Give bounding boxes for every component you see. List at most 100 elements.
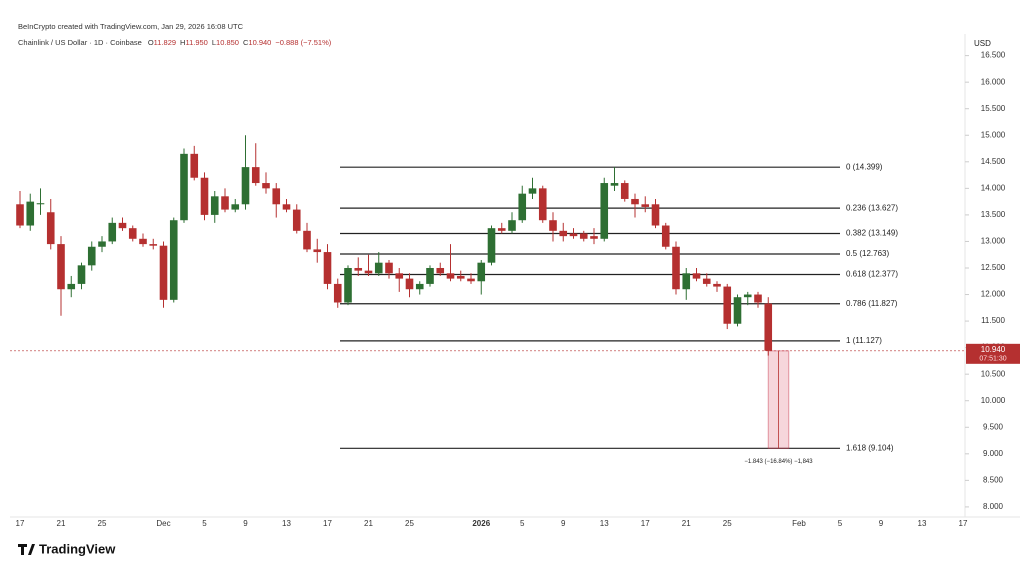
candle-body	[272, 188, 281, 205]
x-tick-label: 5	[202, 519, 207, 528]
candle-body	[282, 204, 291, 210]
candle-body	[661, 225, 670, 247]
y-tick-label: 10.000	[981, 396, 1006, 405]
candle-body	[538, 188, 547, 221]
y-tick-label: 15.000	[981, 130, 1006, 139]
candle-body	[508, 220, 516, 231]
candle-body	[292, 209, 301, 231]
x-tick-label: 25	[723, 519, 732, 528]
candle-body	[600, 183, 609, 239]
candle-body	[405, 278, 414, 290]
candle-body	[385, 262, 393, 274]
candle-body	[436, 267, 445, 274]
logo-text: TradingView	[39, 541, 116, 556]
x-tick-label: 5	[520, 519, 525, 528]
y-tick-label: 16.000	[981, 77, 1006, 86]
x-tick-label: 17	[16, 519, 25, 528]
candle-body	[446, 273, 455, 279]
price-tag-value: 10.940	[981, 345, 1006, 354]
candle-body	[631, 198, 639, 205]
candle-body	[497, 228, 506, 231]
x-tick-label: Feb	[792, 519, 806, 528]
x-tick-label: 21	[364, 519, 373, 528]
candle-body	[682, 273, 691, 290]
candle-body	[241, 167, 250, 205]
candle-body	[200, 177, 209, 215]
ohlc-value: 10.940	[248, 38, 271, 47]
candle-body	[344, 267, 352, 303]
y-tick-label: 15.500	[981, 104, 1006, 113]
fib-label: 0 (14.399)	[846, 162, 883, 171]
candle-body	[108, 222, 117, 242]
y-tick-label: 8.000	[983, 502, 1004, 511]
x-tick-label: Dec	[156, 519, 170, 528]
y-tick-label: 10.500	[981, 369, 1006, 378]
candle-body	[754, 294, 762, 303]
x-tick-label: 21	[57, 519, 66, 528]
candle-body	[180, 153, 188, 221]
candle-body	[87, 246, 96, 266]
y-tick-label: 9.000	[983, 449, 1004, 458]
fib-label: 0.236 (13.627)	[846, 203, 898, 212]
candle-body	[77, 265, 86, 284]
candle-body	[313, 249, 322, 253]
y-tick-label: 14.500	[981, 157, 1006, 166]
candle-body	[333, 283, 342, 303]
symbol: Chainlink / US Dollar · 1D · Coinbase	[18, 38, 142, 47]
candle-body	[251, 167, 260, 184]
candle-body	[67, 283, 76, 290]
ohlc-value: 10.850	[216, 38, 239, 47]
x-tick-label: 17	[959, 519, 968, 528]
candle-body	[139, 238, 147, 245]
logo: TradingView	[18, 541, 116, 556]
x-tick-label: 17	[323, 519, 332, 528]
candle-body	[559, 230, 568, 237]
candle-body	[692, 273, 701, 279]
candle-body	[354, 267, 363, 271]
fib-label: 1 (11.127)	[846, 336, 882, 345]
candle-body	[190, 153, 199, 178]
candle-body	[221, 196, 229, 210]
candle-body	[764, 303, 773, 351]
candle-body	[118, 222, 127, 229]
candle-body	[456, 275, 465, 279]
candle-body	[364, 270, 373, 274]
candle-body	[149, 244, 158, 246]
candle-body	[46, 212, 55, 245]
candle-body	[303, 230, 311, 250]
candle-body	[549, 220, 557, 231]
x-tick-label: 9	[879, 519, 884, 528]
candle-body	[323, 252, 332, 284]
candle-body	[57, 244, 65, 290]
y-tick-label: 9.500	[983, 422, 1004, 431]
fib-label: 0.382 (13.149)	[846, 229, 898, 238]
candle-body	[426, 267, 434, 284]
x-tick-label: 13	[918, 519, 927, 528]
candle-body	[36, 203, 45, 205]
price-tag-countdown: 07:51:30	[979, 356, 1006, 363]
x-tick-label: 9	[243, 519, 248, 528]
x-tick-label: 9	[561, 519, 566, 528]
candle-body	[528, 188, 537, 194]
candle-body	[374, 262, 383, 274]
x-tick-label: 17	[641, 519, 650, 528]
candle-body	[26, 201, 35, 226]
y-tick-label: 14.000	[981, 183, 1006, 192]
x-tick-label: 21	[682, 519, 691, 528]
measure-label: −1.843 (−16.84%) −1,843	[744, 459, 813, 465]
candle-body	[743, 294, 752, 298]
candle-body	[651, 204, 660, 226]
candle-body	[733, 297, 742, 324]
candle-body	[590, 236, 598, 239]
candle-body	[579, 233, 588, 239]
candle-body	[723, 286, 732, 324]
candle-body	[98, 241, 106, 247]
y-tick-label: 8.500	[983, 475, 1004, 484]
x-tick-label: 13	[282, 519, 291, 528]
candle-body	[210, 196, 219, 215]
x-tick-label: 13	[600, 519, 609, 528]
candle-body	[395, 273, 404, 279]
candle-body	[487, 228, 496, 263]
candle-body	[128, 228, 137, 239]
x-tick-label: 25	[405, 519, 414, 528]
